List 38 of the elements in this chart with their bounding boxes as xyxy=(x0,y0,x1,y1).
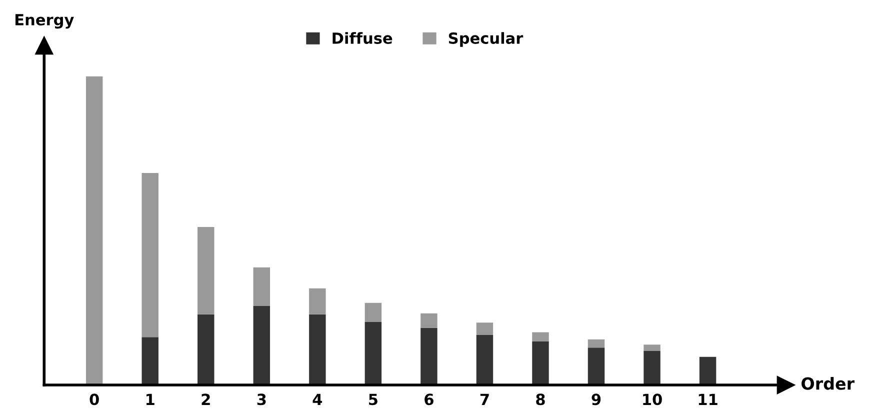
bar xyxy=(476,335,494,386)
legend-label: Specular xyxy=(448,32,524,47)
x-tick-label: 9 xyxy=(592,394,601,406)
x-tick-label: 10 xyxy=(643,394,662,406)
bar xyxy=(699,356,716,386)
x-tick-label: 3 xyxy=(257,394,266,406)
bar xyxy=(420,313,438,328)
bar xyxy=(532,342,549,386)
x-tick-label: 6 xyxy=(424,394,434,406)
bar xyxy=(476,322,494,336)
bar xyxy=(364,302,382,322)
x-tick-label: 2 xyxy=(202,394,210,405)
bar xyxy=(364,322,382,386)
bar xyxy=(142,173,158,338)
bar xyxy=(142,337,158,386)
bar xyxy=(532,332,549,342)
x-tick-label: 0 xyxy=(90,394,99,406)
legend-label: Diffuse xyxy=(332,32,392,44)
x-tick-label: 7 xyxy=(480,394,489,405)
bar xyxy=(198,314,214,386)
x-tick-label: 11 xyxy=(698,394,718,405)
bar xyxy=(644,350,660,386)
x-tick-label: 5 xyxy=(369,394,378,406)
bar xyxy=(253,267,270,306)
bar xyxy=(420,328,438,386)
x-axis-title: Order xyxy=(802,376,854,390)
x-tick-label: 8 xyxy=(536,394,545,406)
bar xyxy=(309,288,326,314)
bar xyxy=(86,76,103,386)
bar xyxy=(253,306,270,386)
bar xyxy=(588,348,605,386)
x-tick-label: 4 xyxy=(312,394,322,405)
bar xyxy=(198,227,214,314)
x-tick-label: 1 xyxy=(146,394,154,405)
y-axis-title: Energy xyxy=(16,14,74,29)
bar xyxy=(588,339,605,348)
bar xyxy=(644,344,660,351)
bar xyxy=(309,314,326,386)
